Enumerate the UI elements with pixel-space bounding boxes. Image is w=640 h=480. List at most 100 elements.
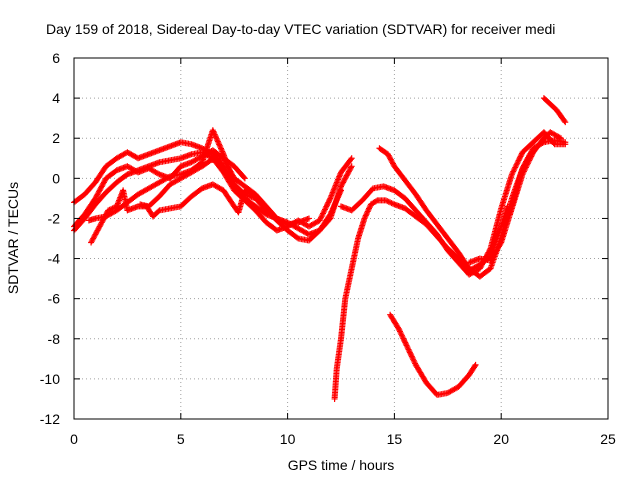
data-point — [252, 193, 259, 200]
y-tick-label: -6 — [48, 291, 61, 307]
data-point — [517, 153, 524, 160]
data-point — [556, 134, 563, 141]
y-tick-label: 0 — [52, 170, 60, 186]
x-tick-label: 20 — [493, 431, 509, 447]
data-point — [348, 163, 355, 170]
data-point — [408, 353, 415, 360]
data-point — [410, 356, 417, 363]
data-point — [322, 205, 329, 212]
data-point — [562, 119, 569, 126]
data-point — [411, 359, 418, 366]
data-point — [317, 216, 324, 223]
data-point — [348, 155, 355, 162]
y-tick-label: -10 — [40, 371, 60, 387]
x-tick-label: 25 — [600, 431, 616, 447]
data-point — [401, 338, 408, 345]
series-track-12 — [387, 311, 479, 398]
data-point — [404, 345, 411, 352]
grid-lines — [74, 58, 608, 419]
data-point — [406, 347, 413, 354]
x-tick-label: 5 — [177, 431, 185, 447]
data-point — [497, 240, 504, 247]
data-markers — [71, 95, 569, 402]
y-tick-label: 4 — [52, 90, 60, 106]
chart-title: Day 159 of 2018, Sidereal Day-to-day VTE… — [46, 21, 555, 37]
data-point — [319, 210, 326, 217]
data-point — [325, 199, 332, 206]
data-point — [323, 202, 330, 209]
data-point — [241, 175, 248, 182]
data-point — [472, 361, 479, 368]
y-tick-label: -4 — [48, 251, 61, 267]
data-point — [514, 158, 521, 165]
y-axis-label: SDTVAR / TECUs — [5, 182, 21, 294]
data-point — [294, 234, 301, 241]
data-point — [324, 200, 331, 207]
series-track-11 — [506, 147, 537, 218]
data-point — [305, 215, 312, 222]
data-point — [508, 171, 515, 178]
series-track-6 — [137, 155, 248, 210]
x-tick-label: 15 — [387, 431, 403, 447]
data-point — [317, 214, 324, 221]
data-point — [558, 135, 565, 142]
data-point — [512, 164, 519, 171]
data-point — [410, 357, 417, 364]
data-point — [400, 335, 407, 342]
series-track-8 — [338, 129, 569, 278]
data-point — [399, 334, 406, 341]
data-point — [407, 350, 414, 357]
data-point — [395, 325, 402, 332]
data-point — [408, 352, 415, 359]
data-point — [513, 161, 520, 168]
data-point — [516, 154, 523, 161]
data-point — [514, 160, 521, 167]
data-point — [529, 148, 536, 155]
data-point — [373, 198, 380, 205]
y-tick-label: -12 — [40, 411, 60, 427]
series-track-2 — [71, 149, 355, 234]
data-point — [326, 196, 333, 203]
data-point — [155, 170, 162, 177]
x-tick-label: 10 — [280, 431, 296, 447]
data-point — [251, 192, 258, 199]
data-point — [509, 169, 516, 176]
data-point — [347, 164, 354, 171]
data-point — [512, 163, 519, 170]
data-point — [316, 217, 323, 224]
data-point — [321, 207, 328, 214]
data-point — [403, 342, 410, 349]
data-point — [516, 156, 523, 163]
data-point — [404, 343, 411, 350]
data-point — [510, 167, 517, 174]
data-point — [400, 336, 407, 343]
data-point — [323, 203, 330, 210]
series-track-5 — [88, 181, 259, 246]
data-point — [206, 158, 213, 165]
series-track-13 — [540, 95, 569, 126]
axis-ticks: 0 5 10 15 20 25 -12 -10 -8 -6 -4 -2 0 2 4 6 — [40, 50, 616, 447]
data-point — [347, 156, 354, 163]
data-point — [396, 327, 403, 334]
y-tick-label: 6 — [52, 50, 60, 66]
data-point — [486, 246, 493, 253]
data-point — [402, 341, 409, 348]
data-point — [398, 332, 405, 339]
y-tick-label: 2 — [52, 130, 60, 146]
data-point — [397, 329, 404, 336]
y-tick-label: -2 — [48, 210, 61, 226]
data-point — [510, 168, 517, 175]
data-point — [561, 117, 568, 124]
data-point — [402, 339, 409, 346]
data-point — [562, 139, 569, 146]
x-tick-label: 0 — [70, 431, 78, 447]
plot-frame — [73, 57, 609, 420]
data-point — [530, 147, 537, 154]
data-point — [321, 206, 328, 213]
data-point — [398, 331, 405, 338]
x-axis-label: GPS time / hours — [288, 457, 395, 473]
data-point — [511, 165, 518, 172]
data-point — [325, 198, 332, 205]
